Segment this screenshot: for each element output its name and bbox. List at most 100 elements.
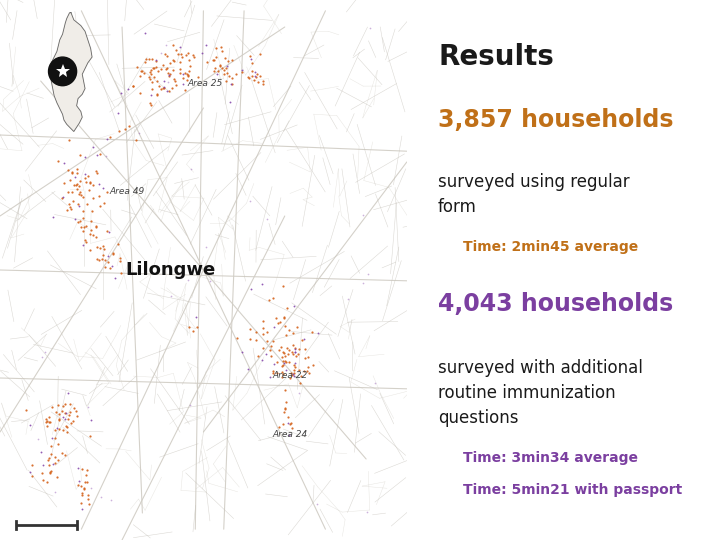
Point xyxy=(183,72,194,80)
Point xyxy=(37,468,48,477)
Point xyxy=(45,468,56,476)
Point xyxy=(311,500,323,508)
Point xyxy=(264,346,276,354)
Point xyxy=(76,498,87,507)
Point xyxy=(156,49,167,57)
Point xyxy=(212,67,224,76)
Point xyxy=(87,180,99,189)
Point xyxy=(66,187,78,196)
Point xyxy=(256,356,268,364)
Point xyxy=(146,78,158,86)
Point xyxy=(277,419,289,428)
Point xyxy=(151,77,163,85)
Point xyxy=(230,69,242,78)
Point xyxy=(90,222,102,231)
Point xyxy=(20,406,32,414)
Point xyxy=(49,426,60,434)
Point xyxy=(80,222,91,231)
Point xyxy=(184,401,196,409)
Point xyxy=(276,373,288,381)
Point xyxy=(45,442,57,451)
Point xyxy=(79,152,91,161)
Point xyxy=(283,326,294,334)
Point xyxy=(161,87,173,96)
Point xyxy=(278,314,289,322)
Point xyxy=(289,343,301,352)
Point xyxy=(176,53,188,62)
Point xyxy=(80,178,91,186)
Point xyxy=(261,214,272,223)
Point xyxy=(143,73,155,82)
Point xyxy=(39,348,50,356)
Point xyxy=(177,73,189,82)
Text: Time: 2min45 average: Time: 2min45 average xyxy=(463,240,639,254)
Point xyxy=(94,150,106,158)
Point xyxy=(45,450,57,458)
Point xyxy=(71,179,82,188)
Point xyxy=(122,85,134,93)
Point xyxy=(59,400,71,409)
Point xyxy=(243,72,254,81)
Point xyxy=(67,417,78,426)
Point xyxy=(284,420,296,429)
Point xyxy=(277,370,289,379)
Point xyxy=(127,82,138,91)
Point xyxy=(74,177,86,185)
Point xyxy=(81,466,92,475)
Point xyxy=(94,179,105,188)
Point xyxy=(245,52,256,60)
Point xyxy=(51,473,63,482)
Point xyxy=(201,242,212,251)
Point xyxy=(300,345,311,354)
Text: Area 49: Area 49 xyxy=(110,187,145,196)
Point xyxy=(210,44,222,52)
Point xyxy=(287,329,299,338)
Point xyxy=(282,413,293,421)
Point xyxy=(164,70,176,79)
Point xyxy=(148,72,160,81)
Point xyxy=(191,322,202,331)
Point xyxy=(282,418,293,427)
Point xyxy=(294,372,306,381)
Point xyxy=(276,368,288,376)
Point xyxy=(75,190,86,199)
Point xyxy=(40,415,52,424)
Point xyxy=(176,50,187,58)
Point xyxy=(115,89,127,97)
Point xyxy=(279,405,291,414)
Point xyxy=(145,65,156,74)
Point xyxy=(101,226,112,235)
Point xyxy=(115,268,127,277)
Point xyxy=(236,348,248,356)
Point xyxy=(84,230,96,238)
Point xyxy=(65,202,76,211)
Polygon shape xyxy=(50,13,92,131)
Point xyxy=(220,54,231,63)
Point xyxy=(59,408,71,417)
Point xyxy=(244,335,256,343)
Point xyxy=(146,85,158,93)
Point xyxy=(50,453,61,461)
Point xyxy=(270,314,282,322)
Point xyxy=(218,69,230,78)
Point xyxy=(144,75,156,84)
Point xyxy=(261,328,273,336)
Point xyxy=(273,346,284,354)
Point xyxy=(168,75,179,84)
Point xyxy=(63,411,74,420)
Point xyxy=(285,368,297,377)
Point xyxy=(254,72,266,80)
Point xyxy=(95,492,107,501)
Point xyxy=(90,233,102,241)
Point xyxy=(50,407,62,416)
Point xyxy=(91,255,103,264)
Point xyxy=(192,73,203,82)
Point xyxy=(164,58,176,67)
Point xyxy=(80,471,91,480)
Point xyxy=(96,254,107,263)
Point xyxy=(246,58,258,67)
Point xyxy=(285,419,297,428)
Point xyxy=(306,327,318,336)
Point xyxy=(79,235,91,244)
Point xyxy=(165,292,176,300)
